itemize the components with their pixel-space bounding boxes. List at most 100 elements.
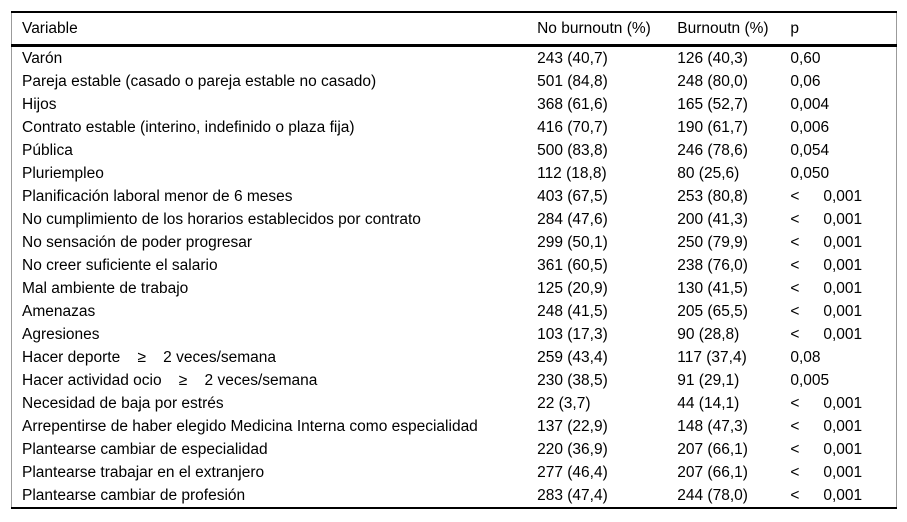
burnout-value-cell: 148 (47,3) — [677, 417, 748, 435]
table-row: Plantearse cambiar de profesión 283 (47,4… — [12, 484, 897, 508]
table-container: Variable No burnoutn (%) Burnoutn (%) p … — [11, 11, 897, 509]
burnout-value-cell: 165 (52,7) — [677, 95, 748, 113]
burnout-value-cell: 200 (41,3) — [677, 210, 748, 228]
no-burnout-value-cell: 277 (46,4) — [537, 463, 608, 481]
variable-cell: Agresiones — [22, 325, 100, 343]
burnout-value-cell: 250 (79,9) — [677, 233, 748, 251]
table-row: Pluriempleo 112 (18,8) 80 (25,6) 0,050 — [12, 162, 897, 185]
less-than-sign: < — [790, 279, 800, 297]
burnout-value-cell: 238 (76,0) — [677, 256, 748, 274]
less-than-sign: < — [790, 325, 800, 343]
burnout-value-cell: 130 (41,5) — [677, 279, 748, 297]
p-value-cell: <0,001 — [790, 484, 896, 508]
table-row: Varón 243 (40,7) 126 (40,3) 0,60 — [12, 46, 897, 71]
burnout-value-cell: 244 (78,0) — [677, 486, 748, 504]
table-row: Amenazas 248 (41,5) 205 (65,5) <0,001 — [12, 300, 897, 323]
p-value: 0,001 — [823, 210, 863, 228]
variable-cell: Plantearse cambiar de profesión — [22, 486, 246, 504]
table-row: Agresiones 103 (17,3) 90 (28,8) <0,001 — [12, 323, 897, 346]
variable-cell: Amenazas — [22, 302, 96, 320]
column-header-no-burnout: No burnoutn (%) — [537, 12, 678, 47]
p-value-cell: 0,004 — [790, 95, 830, 113]
variable-cell: Planificación laboral menor de 6 meses — [22, 187, 293, 205]
no-burnout-value-cell: 284 (47,6) — [537, 210, 608, 228]
less-than-sign: < — [790, 187, 800, 205]
less-than-sign: < — [790, 233, 800, 251]
no-burnout-value-cell: 220 (36,9) — [537, 440, 608, 458]
variable-cell: No cumplimiento de los horarios establec… — [22, 210, 421, 228]
burnout-value-cell: 44 (14,1) — [677, 394, 740, 412]
p-value: 0,001 — [823, 187, 863, 205]
column-header-p: p — [790, 12, 897, 47]
table-row: Necesidad de baja por estrés 22 (3,7) 44 (… — [12, 392, 897, 415]
burnout-value-cell: 126 (40,3) — [677, 49, 748, 67]
table-row: No creer suficiente el salario 361 (60,5)… — [12, 254, 897, 277]
p-value-cell: 0,08 — [790, 348, 821, 366]
table-row: Hacer actividad ocio ≥ 2 veces/semana 230… — [12, 369, 897, 392]
variable-cell: Hacer deporte ≥ 2 veces/semana — [22, 348, 277, 366]
no-burnout-value-cell: 501 (84,8) — [537, 72, 608, 90]
no-burnout-value-cell: 299 (50,1) — [537, 233, 608, 251]
p-value: 0,001 — [823, 279, 863, 297]
p-value: 0,001 — [823, 394, 863, 412]
variable-cell: No creer suficiente el salario — [22, 256, 218, 274]
burnout-value-cell: 190 (61,7) — [677, 118, 748, 136]
burnout-value-cell: 205 (65,5) — [677, 302, 748, 320]
p-value-cell: 0,054 — [790, 141, 830, 159]
table-row: Pareja estable (casado o pareja estable … — [12, 70, 897, 93]
no-burnout-value-cell: 403 (67,5) — [537, 187, 608, 205]
no-burnout-value-cell: 283 (47,4) — [537, 486, 608, 504]
no-burnout-value-cell: 103 (17,3) — [537, 325, 608, 343]
p-value-cell: 0,006 — [790, 118, 830, 136]
less-than-sign: < — [790, 417, 800, 435]
no-burnout-value-cell: 22 (3,7) — [537, 394, 591, 412]
table-row: Plantearse trabajar en el extranjero 277 … — [12, 461, 897, 484]
p-value: 0,001 — [823, 417, 863, 435]
variable-cell: Pública — [22, 141, 73, 159]
no-burnout-value-cell: 230 (38,5) — [537, 371, 608, 389]
p-value-cell: <0,001 — [790, 208, 896, 231]
table-row: Plantearse cambiar de especialidad 220 (3… — [12, 438, 897, 461]
less-than-sign: < — [790, 302, 800, 320]
variable-cell: Necesidad de baja por estrés — [22, 394, 224, 412]
p-value: 0,001 — [823, 256, 863, 274]
p-value-cell: <0,001 — [790, 300, 896, 323]
variable-cell: Plantearse cambiar de especialidad — [22, 440, 268, 458]
table-row: Planificación laboral menor de 6 meses 40… — [12, 185, 897, 208]
less-than-sign: < — [790, 394, 800, 412]
variable-cell: Mal ambiente de trabajo — [22, 279, 189, 297]
less-than-sign: < — [790, 463, 800, 481]
p-value: 0,001 — [823, 486, 863, 504]
burnout-value-cell: 246 (78,6) — [677, 141, 748, 159]
p-value: 0,001 — [823, 325, 863, 343]
column-header-variable: Variable — [11, 12, 538, 47]
no-burnout-value-cell: 248 (41,5) — [537, 302, 608, 320]
variable-cell: Arrepentirse de haber elegido Medicina I… — [22, 417, 478, 435]
variable-cell: Pareja estable (casado o pareja estable … — [22, 72, 377, 90]
p-value-cell: 0,005 — [790, 371, 830, 389]
burnout-value-cell: 253 (80,8) — [677, 187, 748, 205]
p-value-cell: <0,001 — [790, 277, 896, 300]
p-value: 0,001 — [823, 233, 863, 251]
p-value-cell: <0,001 — [790, 415, 896, 438]
no-burnout-value-cell: 137 (22,9) — [537, 417, 608, 435]
less-than-sign: < — [790, 486, 800, 504]
p-value: 0,001 — [823, 440, 863, 458]
p-value-cell: <0,001 — [790, 231, 896, 254]
p-value-cell: <0,001 — [790, 461, 896, 484]
table-row: No cumplimiento de los horarios establec… — [12, 208, 897, 231]
burnout-value-cell: 207 (66,1) — [677, 463, 748, 481]
burnout-value-cell: 80 (25,6) — [677, 164, 740, 182]
p-value-cell: 0,60 — [790, 49, 821, 67]
column-header-burnout: Burnoutn (%) — [677, 12, 791, 47]
less-than-sign: < — [790, 256, 800, 274]
less-than-sign: < — [790, 210, 800, 228]
table-row: Arrepentirse de haber elegido Medicina I… — [12, 415, 897, 438]
variable-cell: Hijos — [22, 95, 57, 113]
no-burnout-value-cell: 361 (60,5) — [537, 256, 608, 274]
no-burnout-value-cell: 500 (83,8) — [537, 141, 608, 159]
burnout-comparison-table: Variable No burnoutn (%) Burnoutn (%) p … — [11, 11, 897, 509]
burnout-value-cell: 90 (28,8) — [677, 325, 740, 343]
table-row: Pública 500 (83,8) 246 (78,6) 0,054 — [12, 139, 897, 162]
